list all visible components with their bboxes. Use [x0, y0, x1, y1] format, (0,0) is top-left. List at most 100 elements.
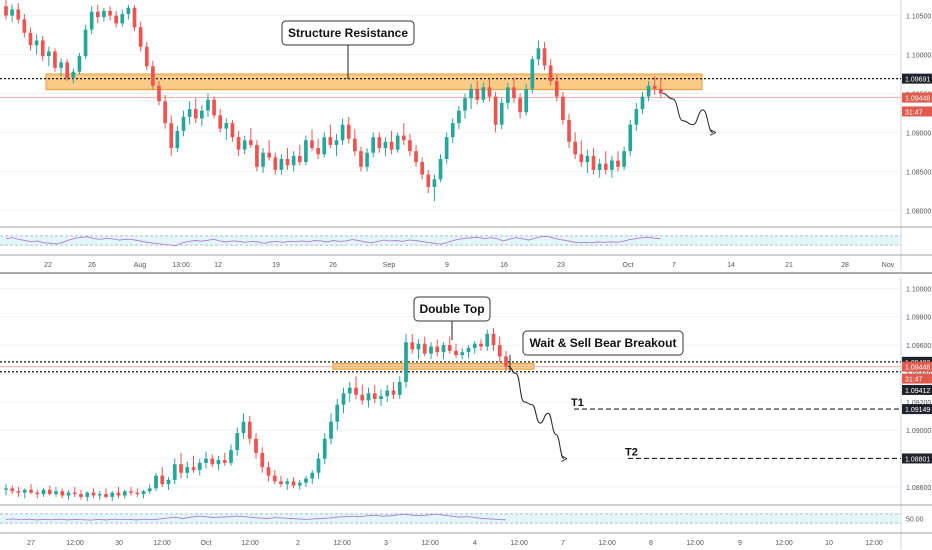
candle-body: [4, 6, 8, 16]
x-tick-label: 4: [473, 540, 477, 547]
price-badge: [902, 361, 932, 372]
candle-body: [481, 87, 486, 100]
candle-body: [389, 141, 394, 150]
candle-body: [360, 394, 365, 401]
price-badge-text: 31:47: [905, 109, 923, 116]
y-tick-label: 1.08600: [906, 485, 931, 492]
candle-body: [16, 491, 21, 493]
price-badge-text: 1.09149: [905, 407, 930, 414]
candle-body: [622, 151, 626, 167]
x-tick-label: 12:00: [241, 540, 259, 547]
candle-body: [347, 387, 352, 394]
x-tick-label: 10: [825, 540, 833, 547]
price-badge: [902, 73, 932, 84]
candle-body: [475, 88, 480, 100]
x-tick-label: 8: [649, 540, 653, 547]
candle-body: [304, 478, 308, 483]
y-tick-label: 1.09200: [906, 400, 931, 407]
x-tick-label: 22: [44, 262, 52, 269]
candle-body: [35, 492, 40, 495]
price-badge-text: 1.09691: [905, 77, 930, 84]
candle-body: [291, 155, 296, 166]
candle-body: [212, 99, 216, 116]
candle-body: [135, 492, 140, 495]
candle-body: [383, 141, 388, 149]
y-tick-label: 1.08500: [906, 169, 931, 176]
candle-body: [554, 81, 559, 97]
candle-body: [616, 160, 620, 167]
x-tick-label: 12:00: [421, 540, 439, 547]
callout: Structure Resistance: [281, 20, 415, 79]
price-badge-text: 1.09448: [905, 96, 930, 103]
candle-body: [185, 467, 190, 473]
candle-body: [561, 96, 565, 121]
candle-body: [254, 438, 258, 453]
candle-body: [310, 140, 314, 149]
candle-body: [116, 492, 121, 496]
candle-body: [248, 140, 253, 145]
candle-body: [634, 109, 639, 125]
candle-body: [536, 48, 541, 60]
x-tick-label: 16: [500, 262, 508, 269]
y-tick-label: 1.09000: [906, 130, 931, 137]
candle-body: [166, 479, 171, 485]
candle-body: [359, 151, 363, 167]
rsi-band: [0, 513, 901, 524]
candle-body: [316, 148, 320, 155]
candle-body: [422, 343, 427, 354]
x-tick-label: 12:00: [865, 540, 883, 547]
candle-body: [147, 488, 152, 492]
candle-body: [175, 130, 180, 149]
candle-body: [518, 98, 522, 113]
candle-body: [236, 137, 241, 150]
candle-body: [391, 390, 396, 395]
x-tick-label: 9: [445, 262, 449, 269]
candle-body: [441, 345, 446, 353]
x-tick-label: 30: [115, 540, 123, 547]
candle-body: [260, 452, 265, 468]
candle-body: [579, 154, 584, 163]
candle-body: [444, 137, 449, 159]
candle-body: [438, 158, 443, 180]
candle-body: [524, 88, 529, 113]
candle-body: [85, 492, 90, 497]
rsi-line: [5, 235, 661, 247]
candle-body: [59, 62, 63, 68]
candle-body: [60, 491, 65, 496]
candle-body: [160, 475, 165, 485]
candle-body: [97, 494, 102, 496]
candle-body: [34, 40, 39, 46]
candle-body: [485, 333, 490, 347]
candle-body: [54, 491, 58, 495]
candle-body: [497, 345, 502, 357]
candle-body: [316, 458, 321, 473]
candle-body: [469, 88, 473, 99]
y-tick-label: 1.09800: [906, 315, 931, 322]
candle-body: [591, 155, 596, 170]
candle-body: [206, 99, 210, 111]
price-badge-text: 31:47: [905, 377, 923, 384]
candle-body: [169, 123, 174, 149]
x-tick-label: 14: [727, 262, 735, 269]
candle-body: [28, 32, 33, 46]
candle-body: [230, 123, 235, 138]
x-tick-label: Aug: [134, 262, 147, 269]
candle-body: [91, 492, 96, 496]
forecast-path: [662, 93, 713, 133]
x-tick-label: 7: [672, 262, 676, 269]
candle-body: [297, 155, 302, 163]
candle-body: [341, 393, 346, 405]
candle-body: [191, 467, 196, 470]
candle-body: [646, 85, 651, 97]
x-tick-label: 12:00: [775, 540, 793, 547]
candle-body: [229, 450, 233, 463]
plot-layer: [0, 0, 901, 521]
x-tick-label: 27: [27, 540, 35, 547]
forecast-path: [507, 365, 564, 458]
x-tick-label: 12: [214, 262, 222, 269]
candle-body: [95, 11, 100, 18]
candle-body: [472, 343, 477, 348]
candle-body: [297, 482, 302, 486]
candle-body: [47, 51, 51, 57]
candle-body: [10, 488, 15, 492]
